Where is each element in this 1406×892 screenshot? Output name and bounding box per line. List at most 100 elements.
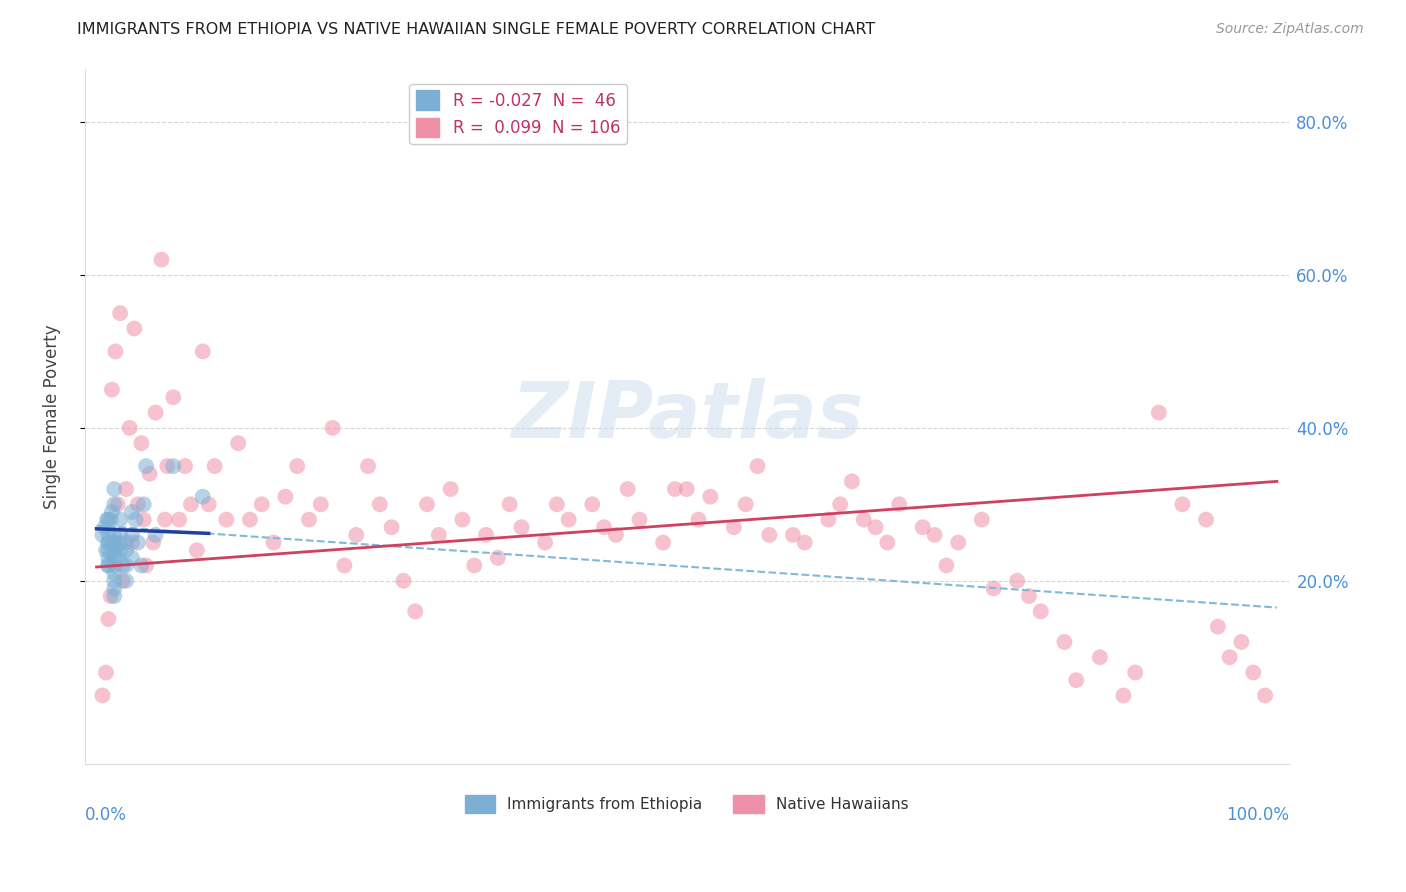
Point [357, 459, 380, 474]
Point [593, 520, 616, 534]
Point [782, 528, 804, 542]
Point [135, 558, 157, 573]
Point [250, 497, 273, 511]
Point [1112, 689, 1135, 703]
Point [628, 513, 651, 527]
Point [298, 513, 321, 527]
Point [239, 513, 262, 527]
Point [688, 513, 710, 527]
Point [546, 497, 568, 511]
Point [392, 574, 415, 588]
Point [1088, 650, 1111, 665]
Point [652, 535, 675, 549]
Point [486, 550, 509, 565]
Point [103, 535, 125, 549]
Point [104, 344, 127, 359]
Point [132, 497, 155, 511]
Point [983, 582, 1005, 596]
Point [463, 558, 485, 573]
Point [124, 321, 146, 335]
Point [368, 497, 391, 511]
Point [115, 535, 138, 549]
Point [97, 550, 120, 565]
Point [94, 665, 117, 680]
Point [675, 482, 697, 496]
Point [103, 589, 125, 603]
Point [97, 558, 120, 573]
Point [127, 497, 149, 511]
Point [97, 528, 120, 542]
Point [103, 528, 125, 542]
Point [167, 513, 190, 527]
Point [581, 497, 603, 511]
Point [153, 513, 176, 527]
Point [1206, 620, 1229, 634]
Point [162, 459, 184, 474]
Point [322, 421, 344, 435]
Point [174, 459, 197, 474]
Point [1147, 406, 1170, 420]
Point [94, 543, 117, 558]
Point [107, 550, 129, 565]
Point [97, 558, 120, 573]
Point [103, 574, 125, 588]
Point [121, 550, 143, 565]
Text: IMMIGRANTS FROM ETHIOPIA VS NATIVE HAWAIIAN SINGLE FEMALE POVERTY CORRELATION CH: IMMIGRANTS FROM ETHIOPIA VS NATIVE HAWAI… [77, 22, 876, 37]
Point [100, 513, 122, 527]
Point [793, 535, 815, 549]
Point [108, 543, 131, 558]
Point [215, 513, 238, 527]
Point [970, 513, 993, 527]
Y-axis label: Single Female Poverty: Single Female Poverty [44, 324, 60, 508]
Point [830, 497, 852, 511]
Point [1123, 665, 1146, 680]
Point [103, 550, 125, 565]
Point [557, 513, 579, 527]
Point [344, 528, 367, 542]
Point [498, 497, 520, 511]
Point [156, 459, 179, 474]
Point [1241, 665, 1264, 680]
Text: ZIPatlas: ZIPatlas [510, 378, 863, 454]
Point [103, 535, 125, 549]
Point [924, 528, 946, 542]
Point [107, 497, 129, 511]
Point [605, 528, 627, 542]
Point [935, 558, 957, 573]
Legend: Immigrants from Ethiopia, Native Hawaiians: Immigrants from Ethiopia, Native Hawaiia… [458, 789, 915, 819]
Point [889, 497, 911, 511]
Point [145, 528, 167, 542]
Point [108, 306, 131, 320]
Point [186, 543, 208, 558]
Point [121, 535, 143, 549]
Point [97, 612, 120, 626]
Point [381, 520, 404, 534]
Point [101, 505, 124, 519]
Point [108, 535, 131, 549]
Point [118, 421, 141, 435]
Point [1230, 635, 1253, 649]
Point [121, 505, 143, 519]
Point [197, 497, 219, 511]
Point [101, 383, 124, 397]
Point [226, 436, 249, 450]
Point [747, 459, 769, 474]
Point [1018, 589, 1040, 603]
Point [103, 558, 125, 573]
Point [1005, 574, 1028, 588]
Point [475, 528, 498, 542]
Point [723, 520, 745, 534]
Point [1195, 513, 1218, 527]
Point [510, 520, 533, 534]
Point [135, 459, 157, 474]
Point [103, 482, 125, 496]
Point [132, 513, 155, 527]
Point [115, 543, 138, 558]
Point [131, 558, 153, 573]
Point [758, 528, 780, 542]
Text: Source: ZipAtlas.com: Source: ZipAtlas.com [1216, 22, 1364, 37]
Point [191, 344, 214, 359]
Point [115, 574, 138, 588]
Point [115, 558, 138, 573]
Point [616, 482, 638, 496]
